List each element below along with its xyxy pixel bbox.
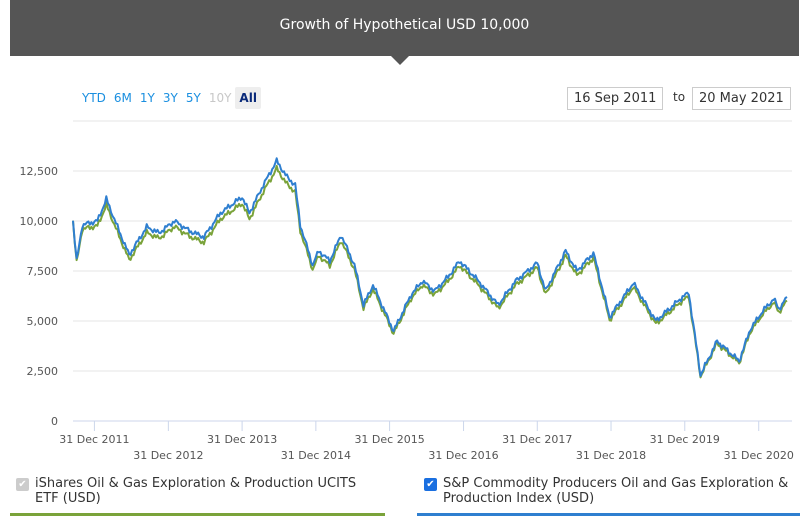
range-3y-button[interactable]: 3Y xyxy=(162,91,178,105)
legend-label: iShares Oil & Gas Exploration & Producti… xyxy=(35,476,357,506)
x-tick-label: 31 Dec 2011 xyxy=(59,433,129,446)
legend-underline-ishares xyxy=(10,513,385,516)
x-tick-label: 31 Dec 2017 xyxy=(502,433,572,446)
x-tick-label: 31 Dec 2018 xyxy=(576,449,646,462)
series-line-sp-index xyxy=(72,157,788,377)
y-tick-label: 0 xyxy=(51,415,58,428)
legend-item-ishares-etf[interactable]: ✔ iShares Oil & Gas Exploration & Produc… xyxy=(16,476,376,506)
range-all-button[interactable]: All xyxy=(235,87,261,109)
range-5y-button[interactable]: 5Y xyxy=(185,91,201,105)
x-tick-label: 31 Dec 2015 xyxy=(354,433,424,446)
legend-item-sp-index[interactable]: ✔ S&P Commodity Producers Oil and Gas Ex… xyxy=(424,476,789,506)
x-tick-label: 31 Dec 2020 xyxy=(724,449,794,462)
date-to-label: to xyxy=(673,90,686,104)
growth-chart: 0 2,500 5,000 7,500 10,000 12,500 31 Dec 2011 3… xyxy=(20,120,794,462)
x-tick-label: 31 Dec 2019 xyxy=(650,433,720,446)
chart-title: Growth of Hypothetical USD 10,000 xyxy=(279,17,530,33)
range-6m-button[interactable]: 6M xyxy=(113,91,132,105)
y-tick-label: 2,500 xyxy=(27,365,59,378)
x-tick-label: 31 Dec 2016 xyxy=(428,449,498,462)
chart-title-banner: Growth of Hypothetical USD 10,000 xyxy=(10,0,799,56)
date-to-input[interactable]: 20 May 2021 xyxy=(692,87,791,110)
checkbox-checked-icon[interactable]: ✔ xyxy=(16,478,29,491)
x-tick-label: 31 Dec 2014 xyxy=(281,449,351,462)
range-selector: YTD 6M 1Y 3Y 5Y 10Y All xyxy=(78,87,261,109)
banner-pointer xyxy=(391,56,409,65)
legend-label: S&P Commodity Producers Oil and Gas Expl… xyxy=(443,476,789,506)
range-ytd-button[interactable]: YTD xyxy=(82,91,106,105)
date-from-input[interactable]: 16 Sep 2011 xyxy=(567,87,664,110)
y-tick-label: 10,000 xyxy=(20,215,59,228)
x-tick-label: 31 Dec 2012 xyxy=(133,449,203,462)
y-tick-label: 5,000 xyxy=(27,315,59,328)
range-10y-button: 10Y xyxy=(208,91,232,105)
range-1y-button[interactable]: 1Y xyxy=(139,91,155,105)
checkbox-checked-icon[interactable]: ✔ xyxy=(424,478,437,491)
x-tick-label: 31 Dec 2013 xyxy=(207,433,277,446)
y-tick-label: 7,500 xyxy=(27,265,59,278)
series-line-ishares-etf xyxy=(72,164,788,379)
legend-underline-sp-index xyxy=(417,513,800,516)
y-tick-label: 12,500 xyxy=(20,165,59,178)
